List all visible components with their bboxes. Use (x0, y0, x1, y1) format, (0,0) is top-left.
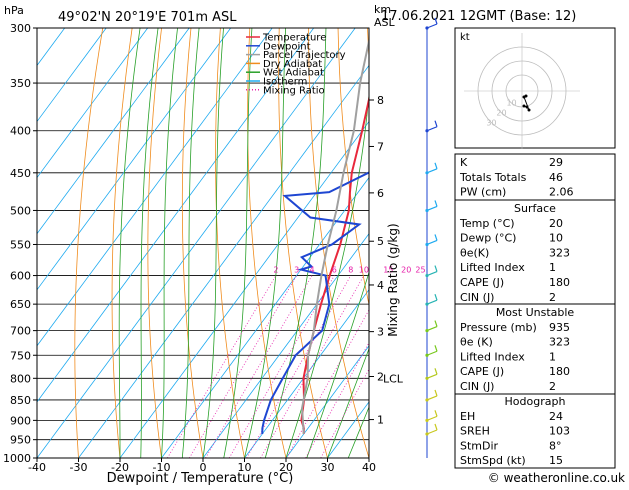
pressure-tick-label: 750 (10, 349, 31, 362)
pressure-tick-label: 800 (10, 372, 31, 385)
pressure-tick-label: 650 (10, 298, 31, 311)
table-row-label: CIN (J) (460, 291, 494, 304)
table-row-value: 2.06 (549, 186, 574, 199)
location-title: 49°02'N 20°19'E 701m ASL (58, 10, 237, 25)
km-tick-label: 4 (377, 279, 384, 292)
mixing-ratio-tick-label: 10 (359, 266, 369, 275)
table-row-value: 2 (549, 291, 556, 304)
hodograph-ring-label: 20 (496, 109, 506, 118)
temperature-tick-label: -30 (70, 461, 88, 474)
temperature-tick-label: -40 (28, 461, 46, 474)
table-row-value: 10 (549, 232, 563, 245)
unit-hpa-label: hPa (4, 4, 24, 17)
km-tick-label: 1 (377, 414, 384, 427)
table-row-label: SREH (460, 425, 490, 438)
table-row-value: 1 (549, 350, 556, 363)
table-row-value: 935 (549, 321, 570, 334)
copyright-label: © weatheronline.co.uk (488, 471, 625, 485)
mixing-ratio-tick-label: 8 (348, 266, 353, 275)
pressure-tick-label: 550 (10, 238, 31, 251)
pressure-tick-label: 350 (10, 77, 31, 90)
pressure-tick-label: 900 (10, 414, 31, 427)
table-section-title: Hodograph (505, 395, 566, 408)
hodograph-unit: kt (460, 32, 470, 43)
table-row-label: Lifted Index (460, 261, 525, 274)
mixing-ratio-axis-title: Mixing Ratio (g/kg) (386, 223, 400, 336)
temperature-tick-label: 40 (362, 461, 376, 474)
table-row-value: 2 (549, 380, 556, 393)
mixing-ratio-tick-label: 25 (415, 266, 425, 275)
table-row-value: 1 (549, 261, 556, 274)
pressure-tick-label: 700 (10, 325, 31, 338)
pressure-axis: 300 350 400 450 500 550 600 650 700 750 800 850 900 9… (3, 22, 37, 465)
table-row-label: CAPE (J) (460, 365, 504, 378)
pressure-tick-label: 600 (10, 270, 31, 283)
temperature-tick-label: 30 (321, 461, 335, 474)
pressure-tick-label: 500 (10, 204, 31, 217)
table-row-value: 15 (549, 454, 563, 467)
table-row-value: 24 (549, 410, 563, 423)
hodograph-panel (455, 28, 615, 148)
table-row-label: CIN (J) (460, 380, 494, 393)
hodograph-point (523, 105, 526, 108)
table-row-value: 29 (549, 156, 563, 169)
km-tick-label: 5 (377, 235, 384, 248)
table-row-value: 180 (549, 276, 570, 289)
table-row-label: Pressure (mb) (460, 321, 537, 334)
km-tick-label: 3 (377, 326, 384, 339)
pressure-tick-label: 850 (10, 394, 31, 407)
pressure-tick-label: 950 (10, 434, 31, 447)
table-section-title: Surface (514, 202, 556, 215)
table-row-value: 323 (549, 336, 570, 349)
table-row-label: K (460, 156, 468, 169)
mixing-ratio-tick-label: 20 (401, 266, 411, 275)
km-tick-label: 8 (377, 94, 384, 107)
table-section-title: Most Unstable (496, 306, 575, 319)
mixing-ratio-tick-label: 4 (309, 266, 314, 275)
table-row-value: 46 (549, 171, 563, 184)
table-row-label: StmDir (460, 439, 499, 452)
pressure-tick-label: 400 (10, 125, 31, 138)
hodograph-point (526, 106, 529, 109)
table-row-value: 8° (549, 439, 562, 452)
lcl-label: LCL (383, 372, 404, 385)
table-row-label: PW (cm) (460, 186, 506, 199)
hodograph-point (525, 95, 528, 98)
mixing-ratio-tick-label: 3 (294, 266, 299, 275)
table-row-label: θe(K) (460, 246, 489, 259)
table-row-value: 103 (549, 425, 570, 438)
pressure-tick-label: 1000 (3, 452, 31, 465)
table-row-value: 323 (549, 246, 570, 259)
table-row-label: EH (460, 410, 475, 423)
table-row-value: 180 (549, 365, 570, 378)
pressure-tick-label: 450 (10, 167, 31, 180)
table-row-label: StmSpd (kt) (460, 454, 526, 467)
km-tick-label: 6 (377, 187, 384, 200)
hodograph-point (528, 109, 531, 112)
table-row-label: CAPE (J) (460, 276, 504, 289)
legend-entry: Mixing Ratio (263, 85, 325, 96)
x-axis-title: Dewpoint / Temperature (°C) (107, 471, 294, 486)
table-row-label: Temp (°C) (459, 217, 515, 230)
km-tick-label: 7 (377, 140, 384, 153)
pressure-tick-label: 300 (10, 22, 31, 35)
table-row-value: 20 (549, 217, 563, 230)
table-row-label: θe (K) (460, 336, 493, 349)
table-row-label: Lifted Index (460, 350, 525, 363)
hodograph-ring-label: 10 (506, 99, 516, 108)
table-row-label: Dewp (°C) (460, 232, 516, 245)
hodograph-ring-label: 30 (486, 119, 496, 128)
mixing-ratio-tick-label: 6 (332, 266, 337, 275)
table-row-label: Totals Totals (459, 171, 527, 184)
mixing-ratio-tick-label: 2 (273, 266, 278, 275)
datetime-label: 17.06.2021 12GMT (Base: 12) (381, 9, 576, 24)
